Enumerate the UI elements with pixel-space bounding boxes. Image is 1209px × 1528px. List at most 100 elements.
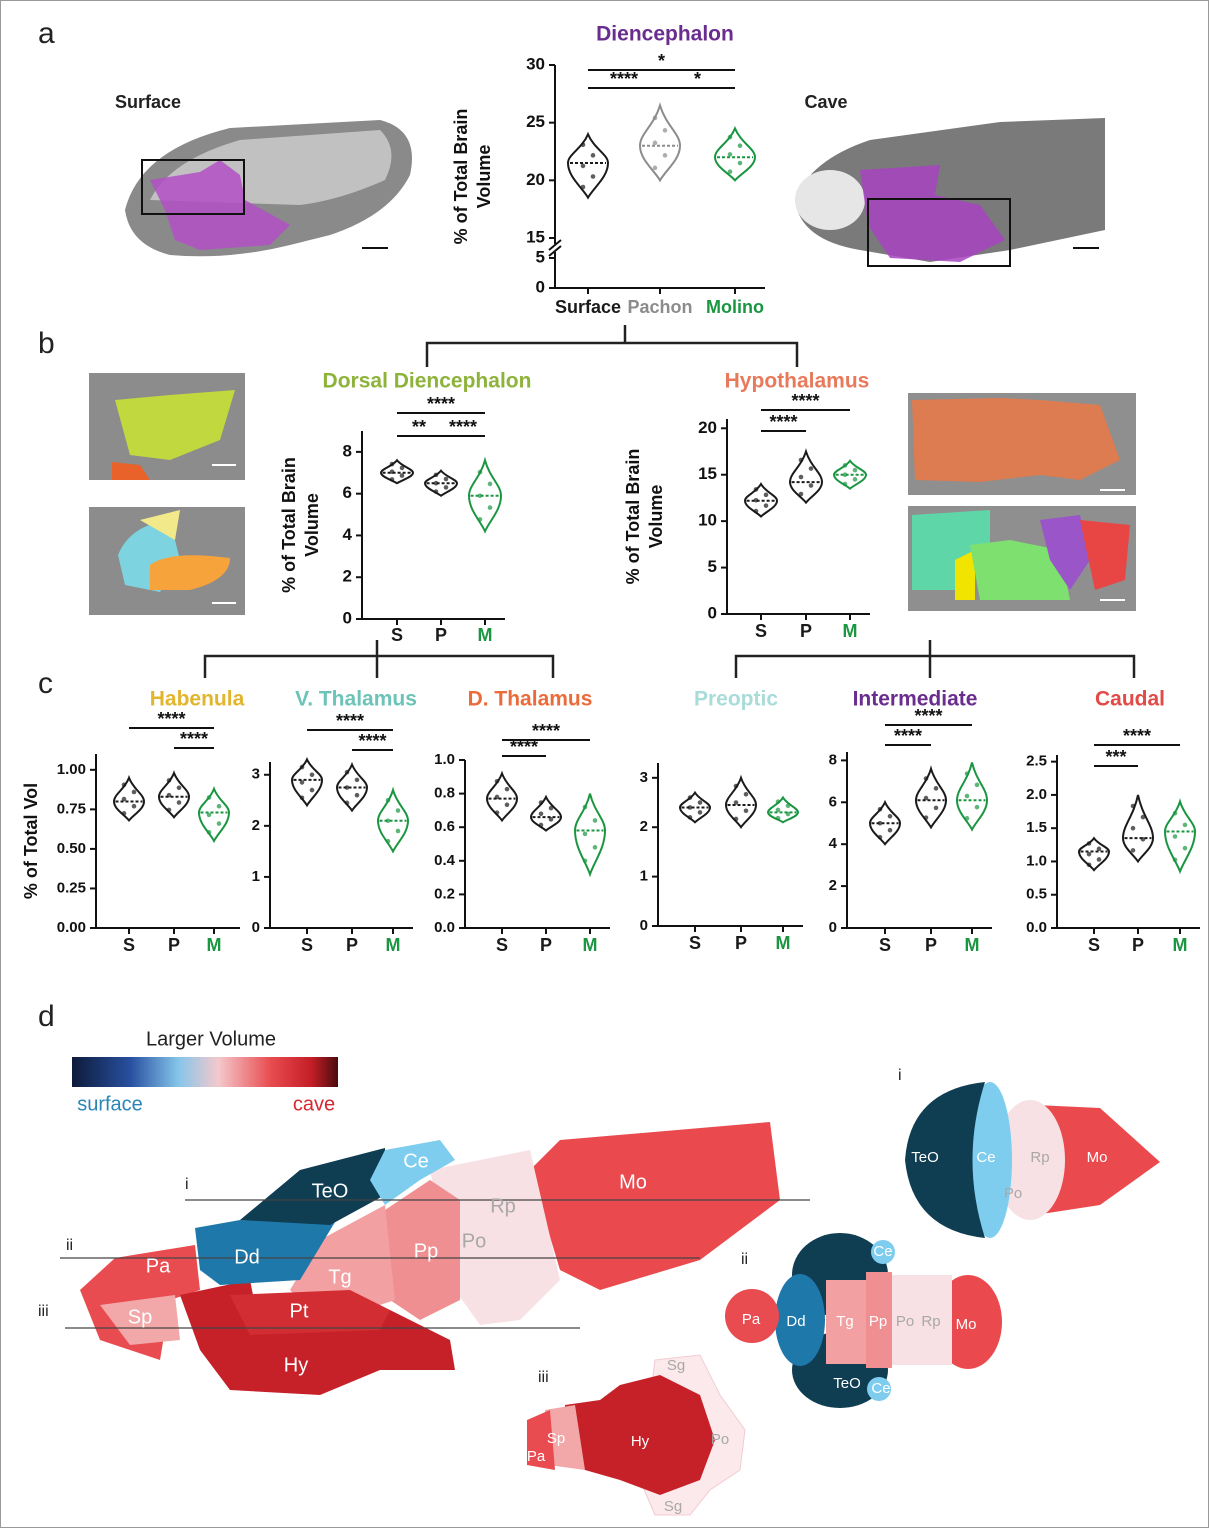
- violin-dot: [754, 498, 759, 503]
- violin-dot: [799, 458, 804, 463]
- x-tick-label: S: [301, 935, 313, 955]
- violin-dot: [809, 466, 814, 471]
- violin: [199, 789, 229, 841]
- violin-dot: [1183, 846, 1188, 851]
- region-label: Ce: [871, 1380, 890, 1397]
- y-tick-label: 0.4: [434, 852, 456, 869]
- x-tick-label: S: [689, 933, 701, 953]
- violin-dot: [924, 815, 929, 820]
- chart-title: V. Thalamus: [295, 688, 417, 711]
- violin-dot: [167, 808, 172, 813]
- x-tick-label: S: [755, 621, 767, 641]
- inset-images: [89, 373, 1136, 615]
- violin-dot: [122, 783, 127, 788]
- violin-dot: [345, 770, 350, 775]
- section-label: i: [185, 1176, 189, 1193]
- violin: [568, 134, 608, 197]
- violin-dot: [310, 772, 315, 777]
- x-tick-label: Surface: [555, 297, 621, 317]
- x-tick-label: P: [735, 933, 747, 953]
- violin-dot: [390, 469, 395, 474]
- region-label: Pa: [742, 1311, 761, 1328]
- region-label: Mo: [619, 1171, 647, 1193]
- y-tick-label: 0.2: [434, 885, 455, 902]
- violin-dot: [1141, 815, 1146, 820]
- violin-dot: [799, 492, 804, 497]
- violin-dot: [591, 153, 596, 158]
- significance-label: ****: [769, 412, 797, 432]
- x-tick-label: P: [925, 935, 937, 955]
- panel-label: a: [38, 17, 55, 50]
- y-axis-label: Volume: [474, 145, 494, 209]
- region-label: Ce: [873, 1243, 892, 1260]
- y-tick-label: 2.0: [1026, 786, 1047, 803]
- x-tick-label: S: [123, 935, 135, 955]
- violin-dot: [207, 795, 212, 800]
- violin-dot: [207, 813, 212, 818]
- y-tick-label: 0.75: [57, 800, 86, 817]
- violin-dot: [653, 141, 658, 146]
- violin-dot: [390, 462, 395, 467]
- violin-dot: [583, 859, 588, 864]
- violin-dot: [386, 798, 391, 803]
- violin-dot: [539, 811, 544, 816]
- y-tick-label: 8: [829, 751, 837, 768]
- violin: [114, 778, 144, 821]
- x-tick-label: P: [540, 935, 552, 955]
- view-label: ii: [741, 1251, 748, 1268]
- violin-dot: [400, 466, 405, 471]
- violin-dot: [488, 482, 493, 487]
- x-tick-label: P: [168, 935, 180, 955]
- y-tick-label: 0: [829, 919, 837, 936]
- violin-dot: [776, 808, 781, 813]
- violin-dot: [581, 185, 586, 190]
- violin-dot: [217, 804, 222, 809]
- significance-label: ****: [358, 731, 386, 751]
- region-label: Rp: [490, 1195, 516, 1217]
- section-label: ii: [66, 1237, 73, 1254]
- chart-title: Preoptic: [694, 688, 778, 711]
- violin-dot: [1131, 826, 1136, 831]
- region-label: Hy: [284, 1354, 308, 1376]
- violin-dot: [345, 801, 350, 806]
- violin-dot: [1183, 823, 1188, 828]
- region-label: TeO: [312, 1180, 349, 1202]
- violin-dot: [1131, 848, 1136, 853]
- chart-title: D. Thalamus: [468, 688, 593, 711]
- significance-label: *: [694, 69, 701, 89]
- y-tick-label: 0.5: [1026, 886, 1047, 903]
- significance-label: ****: [427, 394, 455, 414]
- x-tick-label: P: [800, 621, 812, 641]
- y-tick-label: 1.0: [1026, 852, 1047, 869]
- violin-dot: [300, 765, 305, 770]
- x-tick-label: S: [879, 935, 891, 955]
- violin-dot: [122, 811, 127, 816]
- panel-label: b: [38, 327, 55, 360]
- violin-dot: [1173, 857, 1178, 862]
- violin-dot: [878, 835, 883, 840]
- y-tick-label: 1: [252, 868, 260, 885]
- y-tick-label: 0.50: [57, 840, 86, 857]
- violin-dot: [1087, 841, 1092, 846]
- violin-dot: [734, 784, 739, 789]
- colorbar-gradient: [72, 1057, 338, 1087]
- violin-dot: [539, 823, 544, 828]
- region-label: Ce: [403, 1150, 429, 1172]
- violin-dot: [888, 814, 893, 819]
- region-label: Mo: [1087, 1149, 1108, 1166]
- y-tick-label: 5: [536, 247, 545, 266]
- region-label: Rp: [921, 1313, 940, 1330]
- violin: [957, 762, 987, 829]
- violin-dot: [396, 829, 401, 834]
- region-label: Sg: [664, 1498, 682, 1515]
- x-tick-label: Molino: [706, 297, 764, 317]
- violin-dot: [734, 800, 739, 805]
- violin-dot: [744, 808, 749, 813]
- y-tick-label: 3: [640, 769, 648, 786]
- violin-dot: [505, 803, 510, 808]
- x-tick-label: M: [843, 621, 858, 641]
- region-label: Pt: [290, 1300, 309, 1322]
- violin-dot: [799, 475, 804, 480]
- view-iii: iii Sg Sp Pa Hy Po Sg: [527, 1355, 745, 1515]
- violin-dot: [434, 481, 439, 486]
